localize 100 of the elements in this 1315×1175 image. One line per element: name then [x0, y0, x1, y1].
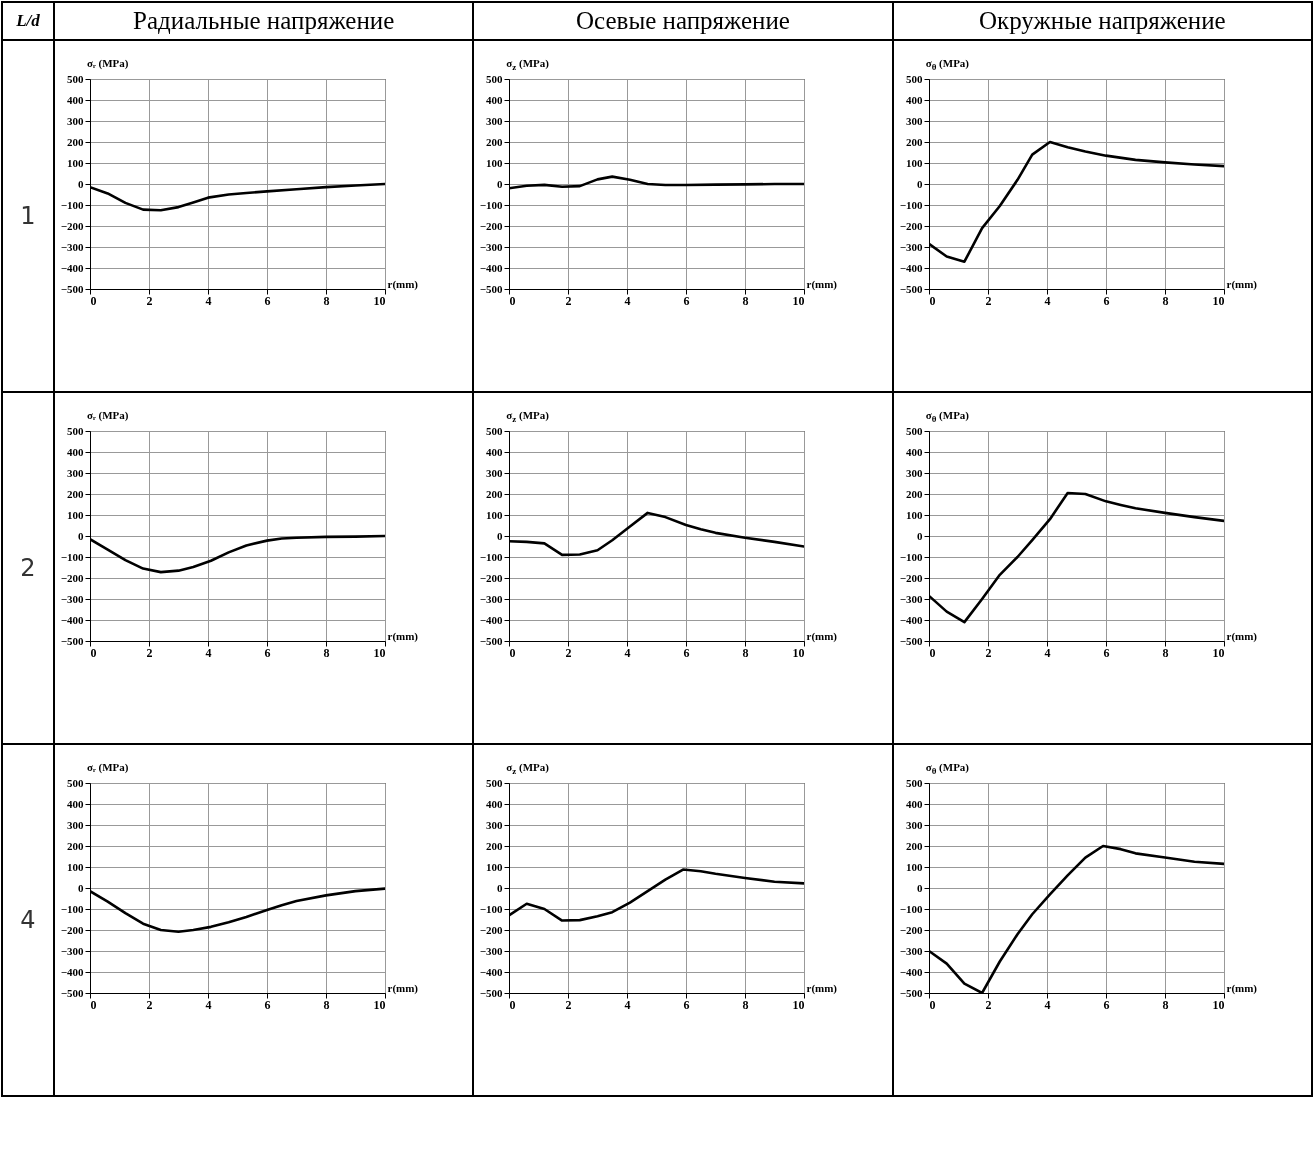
x-tick-label: 6 [264, 997, 271, 1012]
x-tick-label: 6 [683, 997, 690, 1012]
y-tick-label: 300 [486, 818, 504, 831]
y-tick-label: 100 [486, 508, 504, 521]
y-tick-label: 400 [67, 93, 84, 106]
x-tick-label: 2 [985, 645, 992, 660]
y-tick-label: 400 [67, 797, 84, 810]
x-tick-label: 6 [264, 645, 271, 660]
x-tick-label: 4 [205, 645, 212, 660]
y-tick-label: −400 [60, 613, 84, 626]
y-tick-label: 200 [905, 135, 923, 148]
y-tick-label: −200 [60, 219, 84, 232]
y-tick-label: 0 [497, 177, 504, 190]
y-tick-label: 400 [905, 797, 923, 810]
x-tick-label: 0 [929, 997, 936, 1012]
x-tick-label: 2 [985, 997, 992, 1012]
y-tick-label: 300 [905, 466, 923, 479]
x-tick-label: 4 [205, 997, 212, 1012]
x-tick-label: 4 [205, 293, 212, 308]
y-tick-label: 500 [67, 72, 84, 85]
y-tick-label: −300 [480, 592, 504, 605]
x-axis-title: r(mm) [1226, 277, 1258, 291]
y-tick-label: 300 [486, 466, 504, 479]
y-tick-label: 0 [78, 177, 84, 190]
y-tick-label: 0 [78, 881, 84, 894]
y-tick-label: 400 [67, 445, 84, 458]
x-tick-label: 2 [146, 645, 153, 660]
y-tick-label: 500 [905, 776, 923, 789]
x-tick-label: 2 [146, 997, 153, 1012]
x-tick-label: 2 [565, 293, 572, 308]
y-tick-label: −500 [480, 634, 504, 647]
y-axis-title: σᵣ (MPa) [87, 57, 130, 71]
y-axis-title: σ$_{θ}$ (MPa) [925, 761, 971, 777]
x-axis-title: r(mm) [806, 981, 838, 995]
x-tick-label: 2 [985, 293, 992, 308]
y-tick-label: −400 [899, 613, 923, 626]
y-tick-label: −100 [480, 902, 504, 915]
x-tick-label: 6 [1103, 997, 1110, 1012]
x-tick-label: 6 [1103, 293, 1110, 308]
x-tick-label: 6 [683, 645, 690, 660]
x-tick-label: 8 [1162, 997, 1169, 1012]
x-tick-label: 0 [509, 997, 516, 1012]
y-tick-label: −200 [480, 219, 504, 232]
y-tick-label: 200 [67, 487, 84, 500]
chart-title: Осевые напряжение [473, 2, 893, 40]
x-tick-label: 0 [90, 997, 97, 1012]
y-tick-label: 200 [486, 839, 504, 852]
y-axis-title: σ$_{θ}$ (MPa) [925, 57, 971, 73]
y-tick-label: −400 [60, 261, 84, 274]
y-tick-label: 0 [497, 529, 504, 542]
y-tick-label: −400 [899, 965, 923, 978]
x-tick-label: 8 [742, 293, 749, 308]
x-tick-label: 10 [1212, 645, 1225, 660]
x-tick-label: 8 [323, 997, 330, 1012]
y-axis-title: σ$_{z}$ (MPa) [506, 761, 550, 777]
x-tick-label: 4 [1044, 293, 1051, 308]
y-tick-label: 300 [486, 114, 504, 127]
x-tick-label: 0 [929, 645, 936, 660]
y-tick-label: −400 [899, 261, 923, 274]
y-axis-title: σ$_{z}$ (MPa) [506, 57, 550, 73]
y-tick-label: −500 [60, 634, 84, 647]
x-axis-title: r(mm) [387, 277, 419, 291]
x-axis-title: r(mm) [387, 629, 419, 643]
y-tick-label: 400 [905, 445, 923, 458]
y-tick-label: 200 [905, 487, 923, 500]
x-tick-label: 6 [1103, 645, 1110, 660]
y-tick-label: −100 [899, 198, 923, 211]
x-tick-label: 8 [323, 645, 330, 660]
y-tick-label: 0 [916, 881, 923, 894]
x-tick-label: 10 [1212, 293, 1225, 308]
x-tick-label: 0 [90, 645, 97, 660]
y-tick-label: −300 [480, 944, 504, 957]
x-tick-label: 8 [323, 293, 330, 308]
y-tick-label: 0 [497, 881, 504, 894]
y-tick-label: −100 [480, 550, 504, 563]
y-tick-label: −500 [60, 986, 84, 999]
y-tick-label: 100 [67, 156, 84, 169]
y-tick-label: 500 [486, 776, 504, 789]
y-tick-label: 300 [67, 818, 84, 831]
x-tick-label: 4 [1044, 645, 1051, 660]
y-tick-label: −100 [60, 550, 84, 563]
y-tick-label: −100 [480, 198, 504, 211]
y-tick-label: 200 [486, 487, 504, 500]
x-axis-title: r(mm) [1226, 981, 1258, 995]
y-tick-label: 0 [916, 177, 923, 190]
y-tick-label: 400 [486, 93, 504, 106]
y-tick-label: −100 [60, 902, 84, 915]
x-tick-label: 0 [509, 645, 516, 660]
y-tick-label: 200 [67, 839, 84, 852]
y-tick-label: −200 [480, 571, 504, 584]
x-tick-label: 0 [90, 293, 97, 308]
text: L/d [2, 2, 54, 40]
y-tick-label: −400 [480, 261, 504, 274]
y-tick-label: −100 [899, 550, 923, 563]
y-tick-label: 200 [905, 839, 923, 852]
y-tick-label: 100 [486, 860, 504, 873]
y-tick-label: −300 [60, 944, 84, 957]
y-axis-title: σ$_{θ}$ (MPa) [925, 409, 971, 425]
y-tick-label: 500 [67, 776, 84, 789]
y-tick-label: 400 [486, 445, 504, 458]
